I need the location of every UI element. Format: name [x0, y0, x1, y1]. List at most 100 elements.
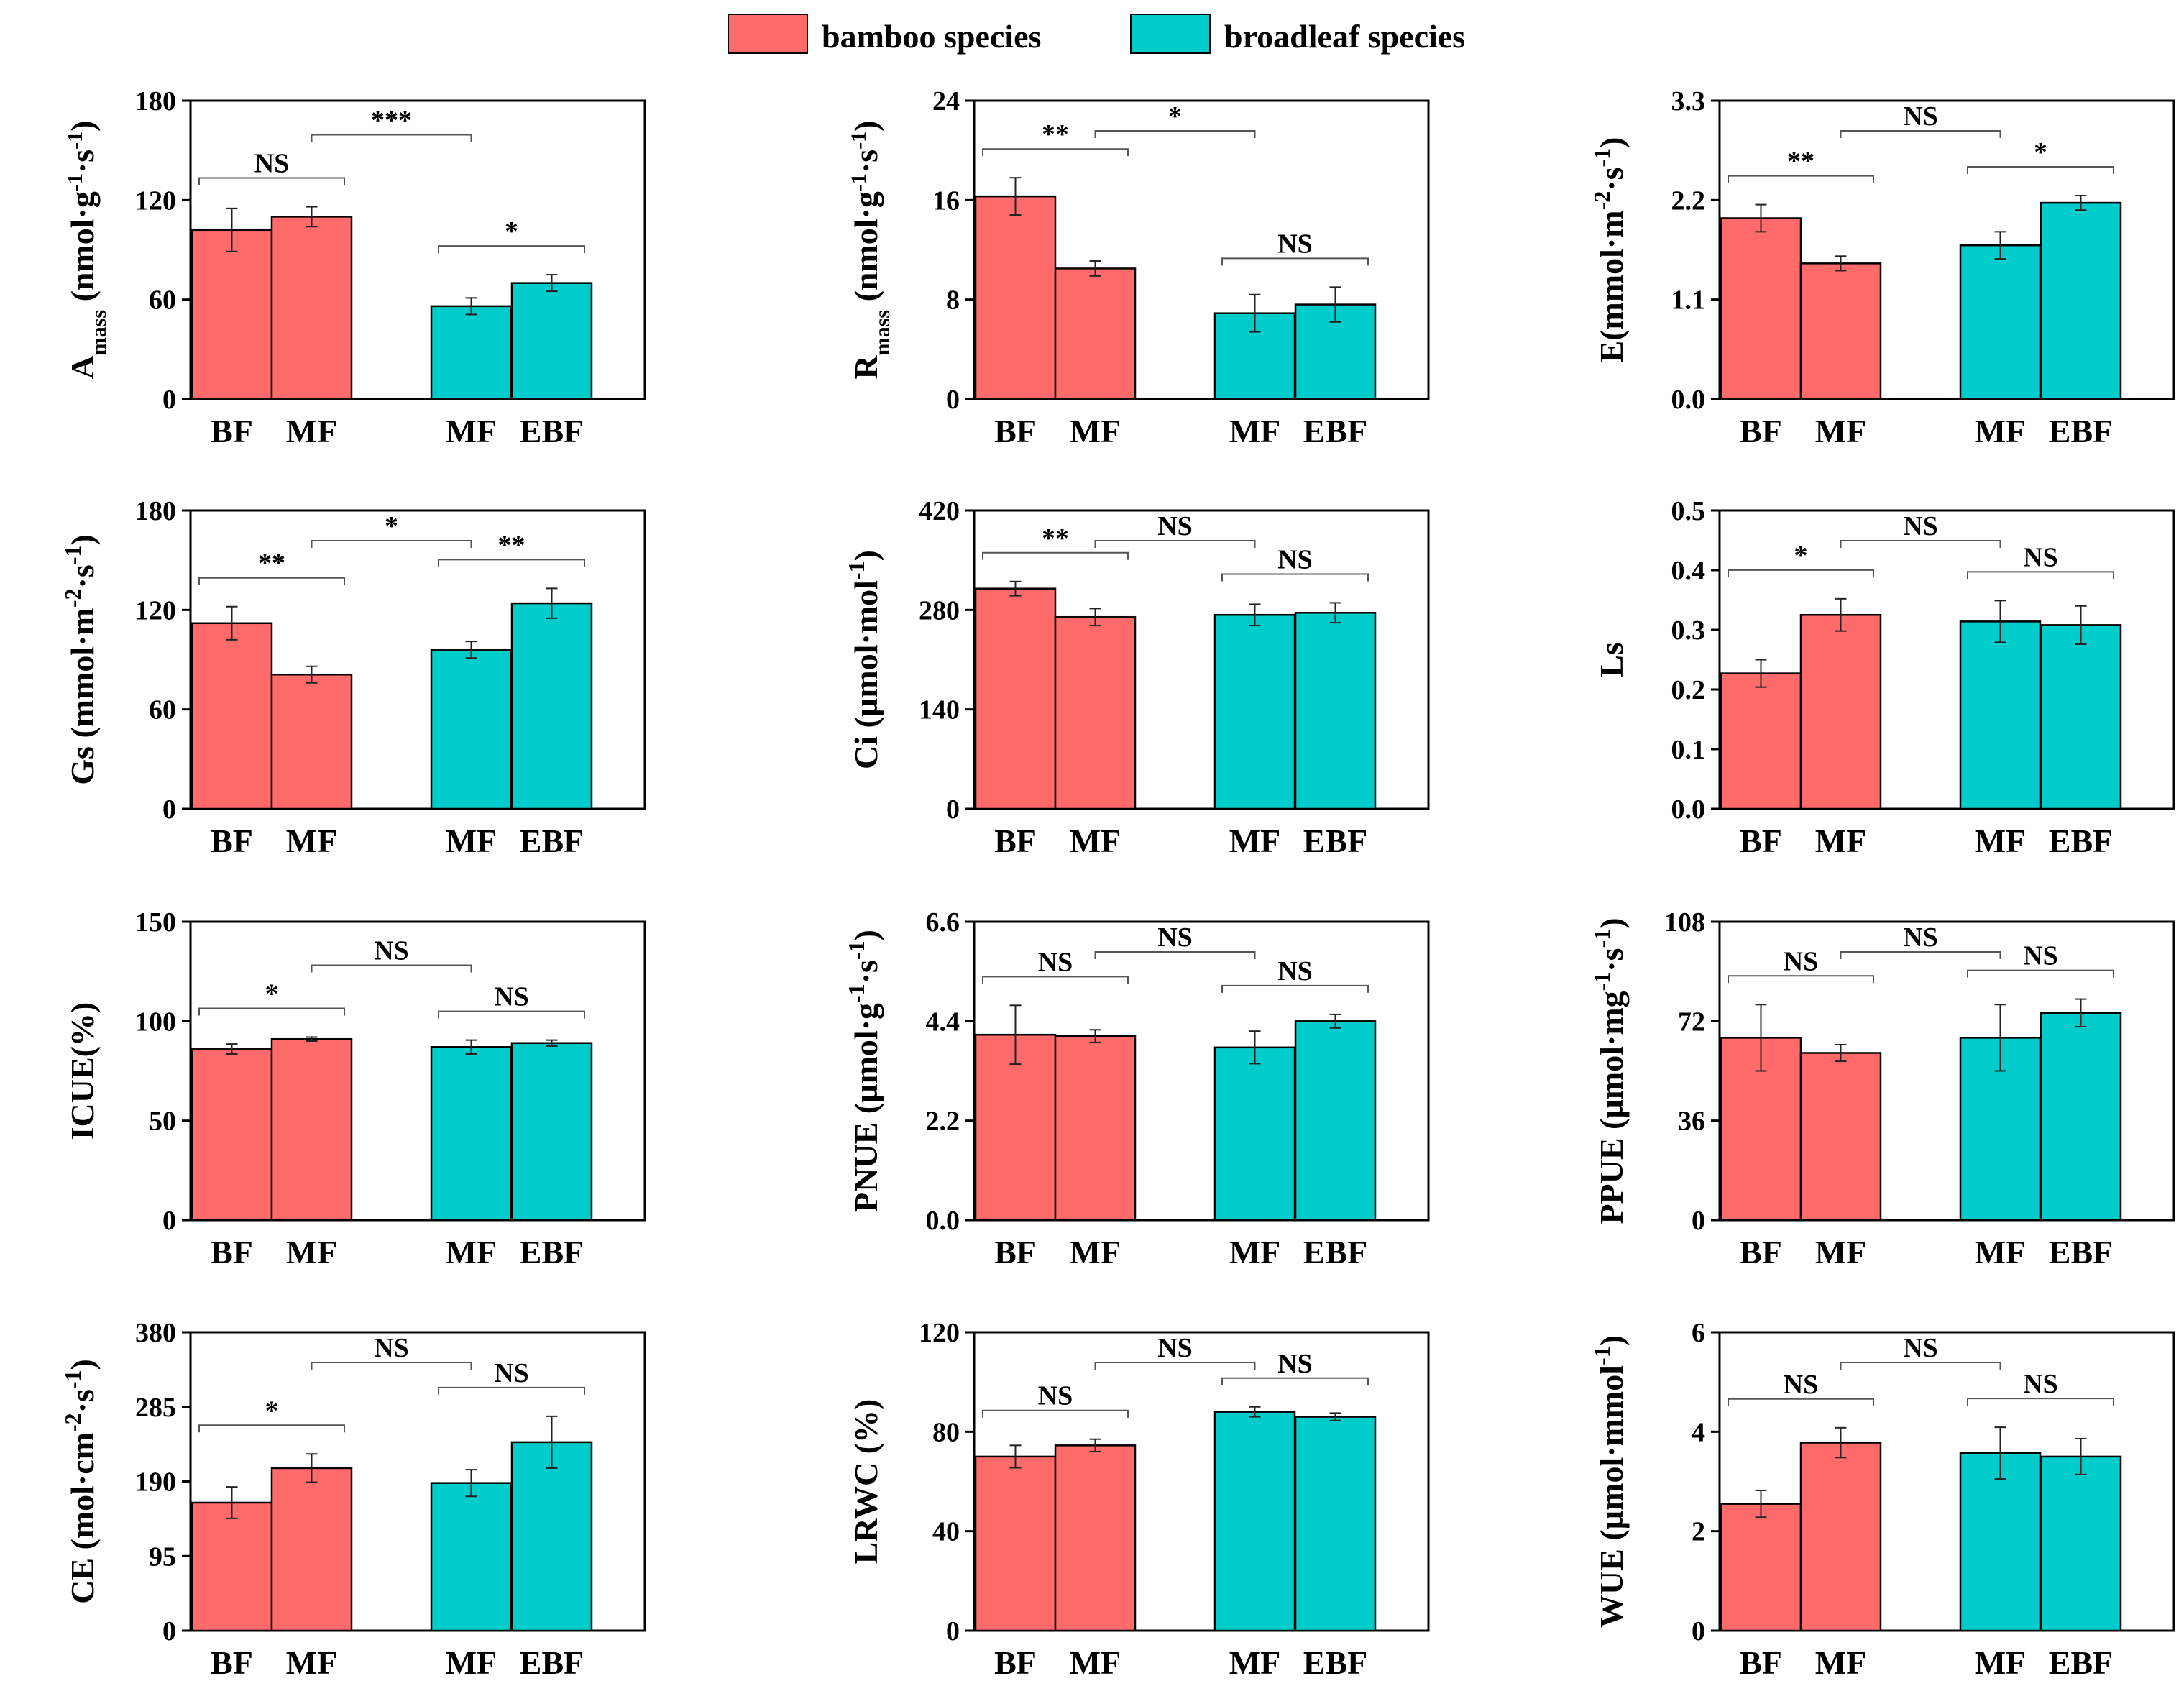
legend-label-bamboo: bamboo species: [822, 18, 1041, 55]
chart-ci-sig-label-long: NS: [1157, 511, 1193, 541]
chart-pnue: 0.0 2.2 4.4 6.6 PNUE (µmol·g-1·s-1) BF MF MF EBF…: [843, 907, 1430, 1270]
chart-lrwc-plot-frame: [973, 1331, 1430, 1632]
chart-ppue-plot-frame: [1718, 920, 2175, 1222]
chart-ce-bar-2: [430, 1482, 513, 1632]
chart-wue-bar-2: [1959, 1452, 2042, 1632]
chart-ppue-ylabel: PPUE (µmol·mg-1·s-1): [1589, 917, 1630, 1224]
chart-e-ytick-label: 0.0: [1671, 385, 1706, 415]
chart-e-bar-0: [1720, 217, 1802, 400]
legend-swatch-bamboo: [728, 14, 808, 54]
chart-icue: 0 50 100 150 ICUE(%) BF MF MF EBF * NS NS: [64, 907, 646, 1270]
chart-e-plot-frame: [1718, 99, 2175, 400]
chart-gs-ytick-label: 60: [149, 695, 176, 725]
chart-wue-category-label-3: EBF: [2049, 1644, 2113, 1681]
chart-amass-bar-0: [191, 229, 273, 400]
chart-icue-sig-label: NS: [494, 982, 529, 1012]
chart-lrwc-ytick-label: 40: [932, 1517, 960, 1547]
chart-wue: 0 2 4 6 WUE (µmol·mmol-1) BF MF MF EBF NS NS NS: [1589, 1318, 2175, 1681]
chart-icue-bracket: [198, 1007, 345, 1016]
chart-ls-category-label-1: MF: [1815, 823, 1867, 859]
chart-lrwc: 0 40 80 120 LRWC (%) BF MF MF EBF NS NS NS: [848, 1318, 1430, 1681]
chart-ce-bracket: [198, 1424, 345, 1433]
chart-ci-bar-3: [1294, 612, 1377, 810]
chart-ppue-bar-1: [1799, 1052, 1882, 1222]
chart-rmass-ytick-label: 24: [932, 86, 960, 116]
chart-lrwc-sig-label-long: NS: [1157, 1333, 1193, 1363]
chart-ls-ylabel: Ls: [1593, 642, 1630, 677]
chart-ppue-category-label-0: BF: [1740, 1234, 1782, 1270]
chart-lrwc-category-label-0: BF: [994, 1644, 1037, 1681]
chart-gs-bar-3: [510, 602, 593, 810]
chart-ci-sig-label: NS: [1277, 544, 1313, 574]
chart-amass-ytick-label: 0: [162, 385, 176, 415]
chart-amass-bar-1: [270, 216, 353, 400]
chart-rmass-bar-1: [1054, 267, 1137, 400]
chart-pnue-plot-frame: [973, 920, 1430, 1222]
chart-lrwc-ytick-label: 120: [919, 1318, 960, 1348]
chart-ci-category-label-1: MF: [1070, 823, 1121, 859]
chart-icue-ytick-label: 0: [162, 1206, 176, 1236]
chart-amass-bracket: [438, 245, 585, 254]
chart-lrwc-bar-3: [1294, 1416, 1377, 1632]
chart-icue-sig-label: *: [265, 979, 279, 1009]
chart-amass-sig-label: *: [505, 216, 518, 247]
chart-lrwc-bar-1: [1054, 1444, 1137, 1632]
chart-amass-ytick-label: 120: [135, 185, 176, 216]
chart-ce-sig-label-long: NS: [374, 1333, 409, 1363]
chart-e-bracket-long: [1840, 130, 2001, 138]
chart-gs-bracket: [438, 559, 585, 567]
chart-pnue-category-label-0: BF: [994, 1234, 1037, 1270]
chart-icue-category-label-2: MF: [446, 1234, 497, 1270]
chart-ci-category-label-3: EBF: [1303, 823, 1367, 859]
chart-e-sig-label-long: NS: [1903, 101, 1938, 132]
chart-ci-ytick-label: 420: [919, 496, 960, 526]
chart-e-ytick-label: 3.3: [1671, 86, 1706, 116]
chart-ls-sig-label-long: NS: [1903, 511, 1938, 541]
chart-ppue-bracket: [1728, 975, 1874, 984]
chart-ls-bar-3: [2040, 624, 2122, 810]
chart-lrwc-ytick-label: 0: [946, 1616, 960, 1646]
chart-rmass-ytick-label: 0: [946, 385, 960, 415]
chart-amass-sig-label-long: ***: [371, 106, 412, 136]
chart-e-sig-label: **: [1787, 147, 1814, 177]
chart-pnue-bar-2: [1213, 1046, 1296, 1222]
chart-amass-plot-frame: [189, 99, 646, 400]
chart-ls-bracket: [1967, 571, 2114, 579]
chart-ppue-sig-label: NS: [1784, 946, 1819, 976]
chart-rmass-plot-frame: [973, 99, 1430, 400]
chart-lrwc-ytick-label: 80: [932, 1417, 960, 1447]
chart-ci-ytick-label: 0: [946, 794, 960, 825]
chart-amass-sig-label: NS: [254, 149, 290, 179]
chart-ci-sig-label: **: [1042, 523, 1069, 554]
chart-e-bracket: [1967, 166, 2114, 175]
chart-ppue-category-label-3: EBF: [2049, 1234, 2113, 1270]
chart-pnue-category-label-3: EBF: [1303, 1234, 1367, 1270]
chart-icue-ytick-label: 100: [135, 1007, 176, 1037]
chart-e-ytick-label: 1.1: [1671, 285, 1706, 316]
chart-pnue-ytick-label: 4.4: [926, 1007, 960, 1037]
chart-ls: 0.0 0.1 0.2 0.3 0.4 0.5 Ls BF MF MF EBF * NS NS: [1593, 496, 2175, 859]
chart-lrwc-bracket: [982, 1409, 1129, 1418]
chart-wue-ytick-label: 2: [1692, 1517, 1705, 1547]
chart-gs-plot-frame: [189, 509, 646, 810]
chart-ppue-bracket: [1967, 969, 2114, 978]
chart-gs-bracket: [198, 577, 345, 585]
chart-gs-bar-2: [430, 649, 513, 810]
chart-ls-sig-label: *: [1794, 541, 1808, 571]
chart-ls-ytick-label: 0.3: [1671, 615, 1706, 646]
chart-rmass-ylabel: Rmass (nmol·g-1·s-1): [847, 121, 894, 380]
chart-gs-sig-label: **: [498, 530, 526, 560]
chart-wue-sig-label: NS: [1784, 1370, 1819, 1400]
chart-gs-sig-label-long: *: [385, 511, 398, 541]
legend-label-broadleaf: broadleaf species: [1224, 18, 1465, 55]
chart-icue-bar-0: [191, 1048, 273, 1222]
chart-ppue-ytick-label: 0: [1692, 1206, 1705, 1236]
chart-pnue-bracket-long: [1094, 951, 1256, 959]
chart-lrwc-bar-0: [974, 1455, 1057, 1632]
chart-ci-bar-1: [1054, 615, 1137, 810]
chart-ce-bar-0: [191, 1501, 273, 1632]
chart-ls-plot-frame: [1718, 509, 2175, 810]
chart-rmass: 0 8 16 24 Rmass (nmol·g-1·s-1) BF MF MF EBF ** NS *: [847, 86, 1430, 449]
chart-ci-bar-0: [974, 587, 1057, 810]
chart-pnue-sig-label-long: NS: [1157, 922, 1193, 953]
